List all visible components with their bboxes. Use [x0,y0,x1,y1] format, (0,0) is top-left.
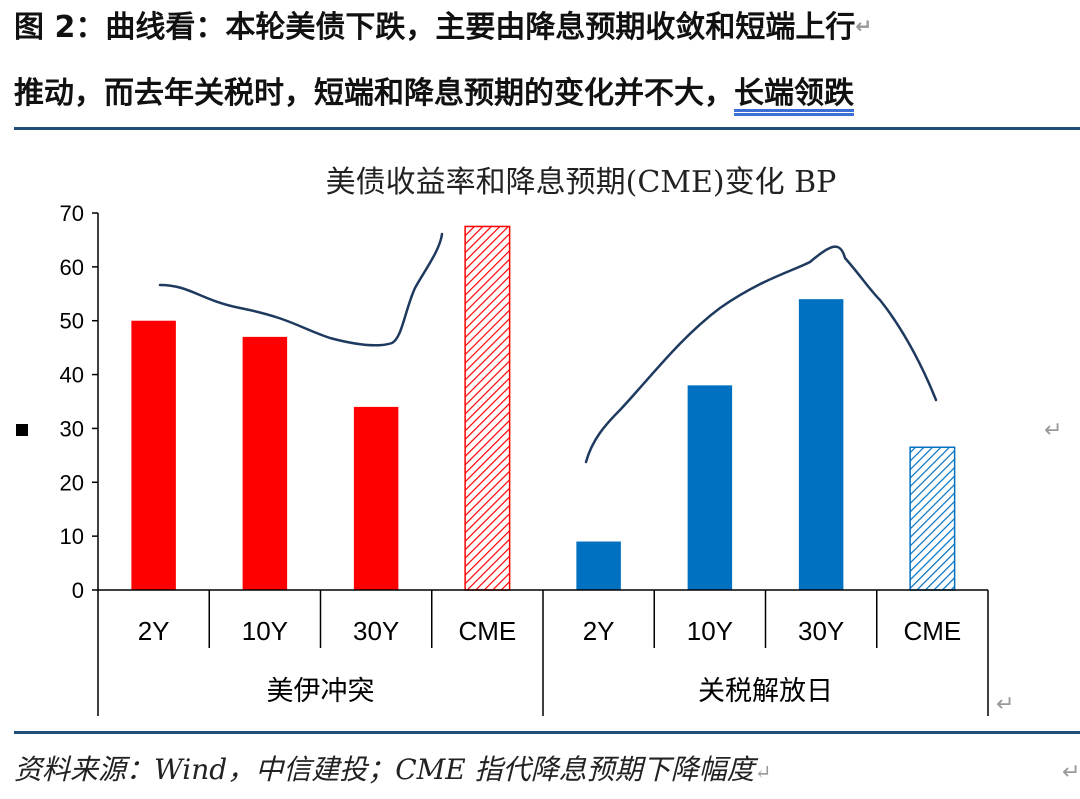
y-tick-label: 0 [72,578,84,603]
figure-title-text-1: 图 2：曲线看：本轮美债下跌，主要由降息预期收敛和短端上行 [14,10,856,45]
bar-tariff-cme [909,446,956,591]
y-tick-label: 70 [60,201,84,226]
y-tick-label: 10 [60,524,84,549]
chart-title: 美债收益率和降息预期(CME)变化 BP [326,165,837,200]
return-mark: ↵ [1062,760,1080,785]
bar-conflict-30y [353,406,399,590]
bar-tariff-10y [687,385,733,590]
bar-tariff-2y [576,541,621,590]
figure-title-emphasis: 长端领跌 [734,76,854,111]
y-tick-label: 30 [60,416,84,441]
figure-title-text-2: 推动，而去年关税时，短端和降息预期的变化并不大， [14,76,734,111]
return-mark: ↵ [754,760,772,784]
bar-conflict-2y [131,320,176,590]
x-tick-label: CME [903,616,961,646]
x-tick-label: 30Y [798,616,844,646]
group-label: 关税解放日 [698,676,833,707]
return-mark: ↵ [996,692,1015,717]
legend-square-marker [16,424,28,436]
return-mark: ↵ [855,14,873,38]
y-tick-label: 60 [60,255,84,280]
source-note: 资料来源：Wind，中信建投；CME 指代降息预期下降幅度↵ [14,748,771,788]
bar-conflict-10y [242,336,288,590]
source-divider [14,731,1080,734]
y-tick-label: 50 [60,309,84,334]
x-tick-label: 2Y [583,616,615,646]
x-tick-label: 30Y [353,616,399,646]
bar-tariff-30y [798,299,844,590]
curve-annotation-tariff [584,245,938,464]
group-label: 美伊冲突 [267,676,375,707]
figure-title-line-1: 图 2：曲线看：本轮美债下跌，主要由降息预期收敛和短端上行↵ [14,8,872,48]
x-tick-label: 10Y [242,616,288,646]
title-divider [14,127,1080,130]
bar-chart: 美债收益率和降息预期(CME)变化 BP 0 10 20 30 40 50 60 70 2Y 10Y… [60,165,989,716]
source-text: 资料来源：Wind，中信建投；CME 指代降息预期下降幅度 [14,753,755,786]
y-tick-label: 40 [60,363,84,388]
bar-conflict-cme [464,225,511,591]
y-tick-label: 20 [60,470,84,495]
x-tick-label: CME [458,616,516,646]
curve-annotation-conflict [158,232,444,347]
figure-title-line-2: 推动，而去年关税时，短端和降息预期的变化并不大，长端领跌 [14,74,854,114]
x-tick-label: 10Y [687,616,733,646]
return-mark: ↵ [1044,418,1063,443]
x-tick-label: 2Y [138,616,170,646]
